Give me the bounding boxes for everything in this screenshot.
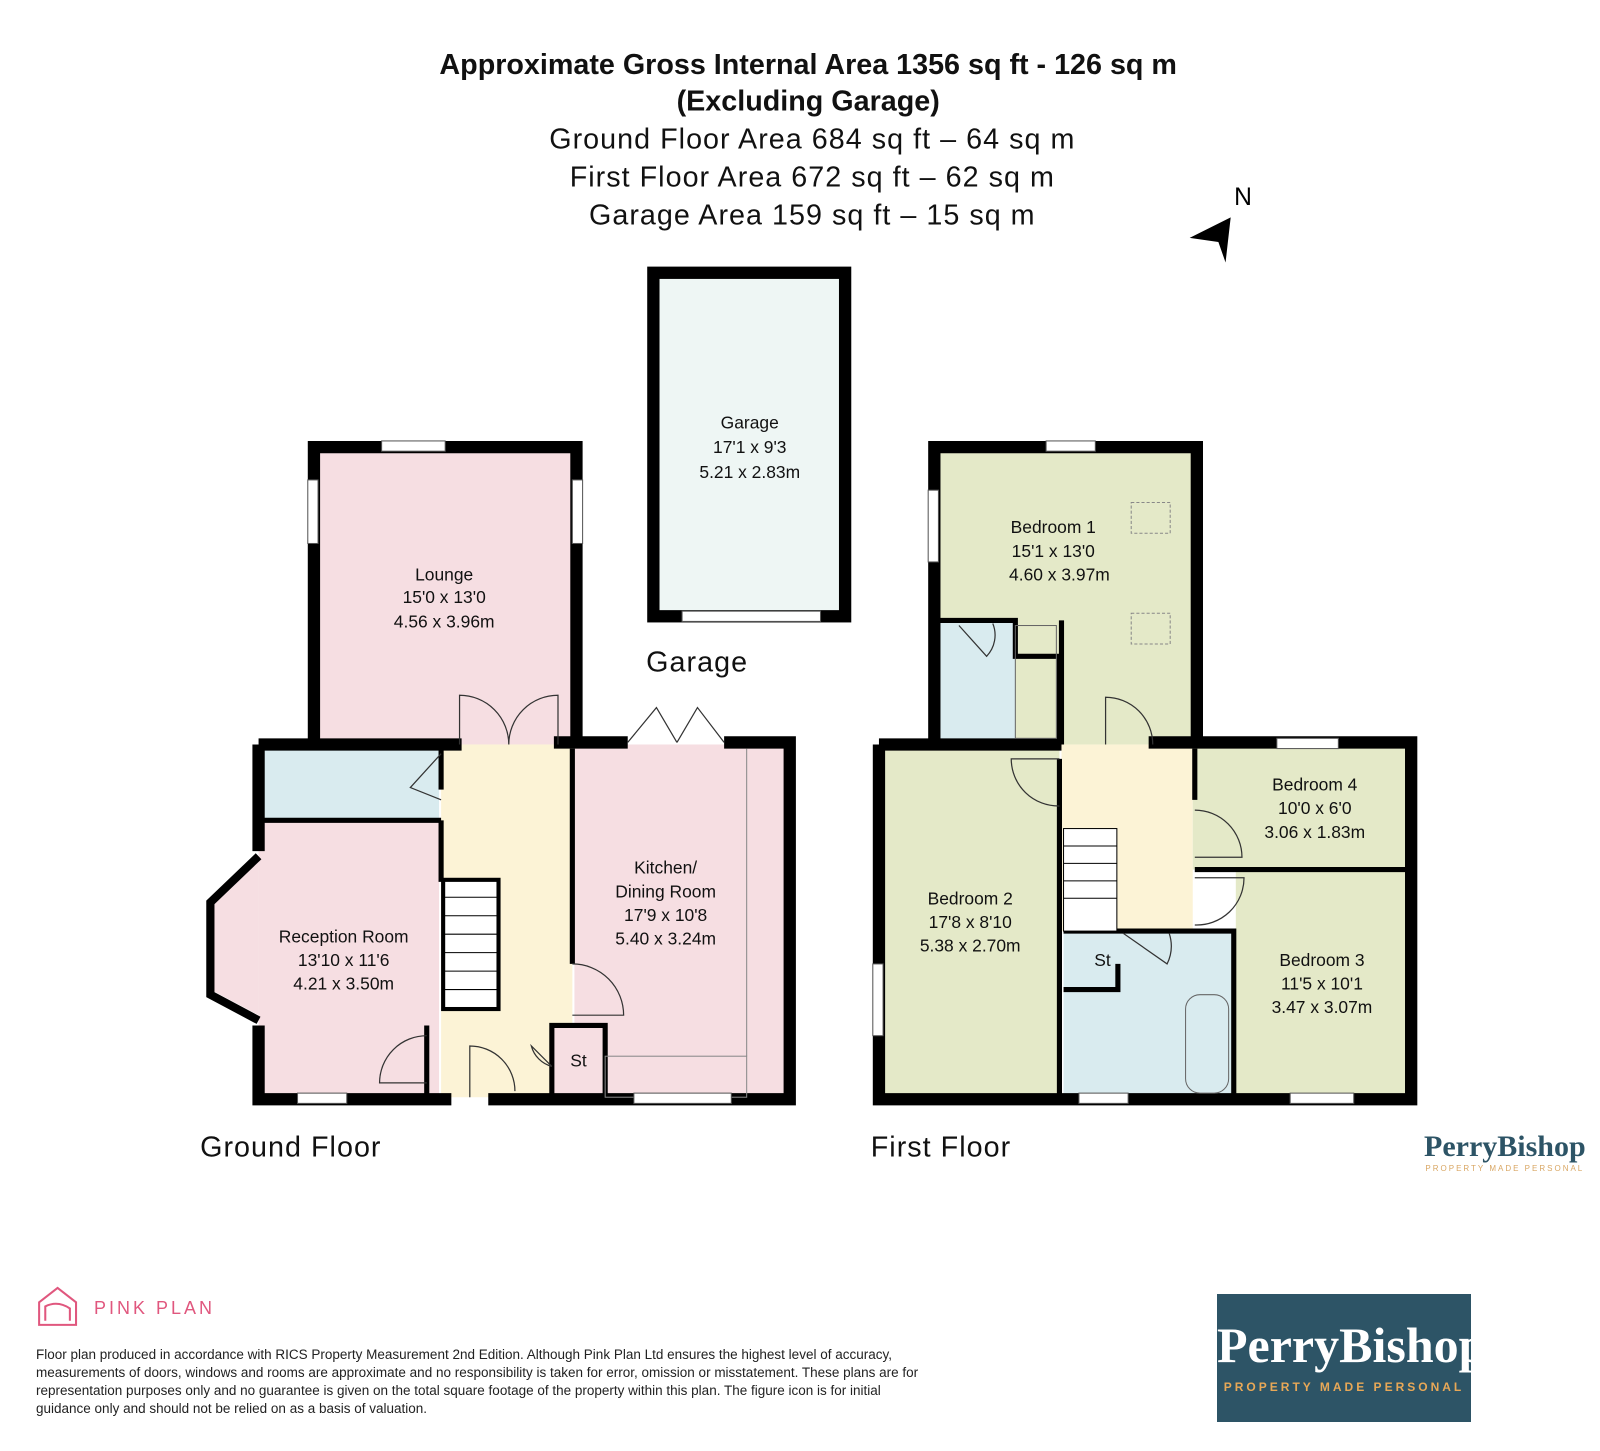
agent-logo-large: PerryBishop PROPERTY MADE PERSONAL xyxy=(1217,1294,1487,1422)
kitchen-metric: 5.40 x 3.24m xyxy=(615,928,716,948)
bedroom4-imperial: 10'0 x 6'0 xyxy=(1278,798,1352,818)
agent-name-large: PerryBishop xyxy=(1217,1317,1487,1373)
disclaimer: Floor plan produced in accordance with R… xyxy=(36,1347,919,1416)
bedroom1-imperial: 15'1 x 13'0 xyxy=(1012,541,1095,561)
room-store-ground: St xyxy=(570,1050,587,1070)
pink-plan-brand: PINK PLAN xyxy=(94,1298,216,1318)
north-label: N xyxy=(1234,184,1252,211)
agent-logo-small: PerryBishop PROPERTY MADE PERSONAL xyxy=(1424,1130,1586,1173)
room-bedroom-4: Bedroom 4 xyxy=(1272,775,1358,795)
ground-floor-label: Ground Floor xyxy=(200,1132,381,1164)
room-bedroom-1: Bedroom 1 xyxy=(1011,517,1096,537)
garage-metric: 5.21 x 2.83m xyxy=(699,462,800,482)
bedroom3-metric: 3.47 x 3.07m xyxy=(1272,997,1373,1017)
ground-floor-plan: Lounge 15'0 x 13'0 4.56 x 3.96m Kitchen/… xyxy=(200,440,796,1164)
agent-name-small: PerryBishop xyxy=(1424,1130,1586,1163)
garage-plan: Garage 17'1 x 9'3 5.21 x 2.83m Garage xyxy=(646,266,852,679)
title-line-2: (Excluding Garage) xyxy=(677,86,940,118)
kitchen-name-2: Dining Room xyxy=(615,881,716,901)
reception-metric: 4.21 x 3.50m xyxy=(293,974,394,994)
room-bedroom-2: Bedroom 2 xyxy=(928,888,1013,908)
bedroom4-metric: 3.06 x 1.83m xyxy=(1264,822,1365,842)
garage-section-label: Garage xyxy=(646,647,748,679)
room-bedroom-3: Bedroom 3 xyxy=(1279,950,1364,970)
bedroom2-metric: 5.38 x 2.70m xyxy=(920,936,1021,956)
bedroom3-imperial: 11'5 x 10'1 xyxy=(1281,974,1363,994)
room-lounge: Lounge xyxy=(415,564,473,584)
title-line-1: Approximate Gross Internal Area 1356 sq … xyxy=(439,49,1177,81)
north-arrow-icon: N xyxy=(1189,184,1252,263)
bedroom2-imperial: 17'8 x 8'10 xyxy=(929,912,1012,932)
first-floor-area: First Floor Area 672 sq ft – 62 sq m xyxy=(570,162,1055,194)
room-store-first: St xyxy=(1094,950,1111,970)
reception-imperial: 13'10 x 11'6 xyxy=(298,950,390,970)
lounge-imperial: 15'0 x 13'0 xyxy=(403,587,486,607)
kitchen-imperial: 17'9 x 10'8 xyxy=(624,905,707,925)
room-kitchen: Kitchen/ xyxy=(634,858,697,878)
garage-name: Garage xyxy=(721,413,779,433)
pink-plan-logo-icon xyxy=(38,1286,78,1326)
agent-tagline-small: PROPERTY MADE PERSONAL xyxy=(1425,1164,1585,1173)
lounge-metric: 4.56 x 3.96m xyxy=(394,612,495,632)
ground-floor-area: Ground Floor Area 684 sq ft – 64 sq m xyxy=(549,124,1075,156)
garage-imperial: 17'1 x 9'3 xyxy=(713,437,787,457)
first-floor-plan: Bedroom 1 15'1 x 13'0 4.60 x 3.97m Bedro… xyxy=(871,440,1418,1164)
room-reception: Reception Room xyxy=(279,926,409,946)
bedroom1-metric: 4.60 x 3.97m xyxy=(1009,564,1110,584)
garage-area: Garage Area 159 sq ft – 15 sq m xyxy=(589,200,1036,232)
first-floor-label: First Floor xyxy=(871,1132,1011,1164)
agent-tagline-large: PROPERTY MADE PERSONAL xyxy=(1223,1380,1465,1394)
